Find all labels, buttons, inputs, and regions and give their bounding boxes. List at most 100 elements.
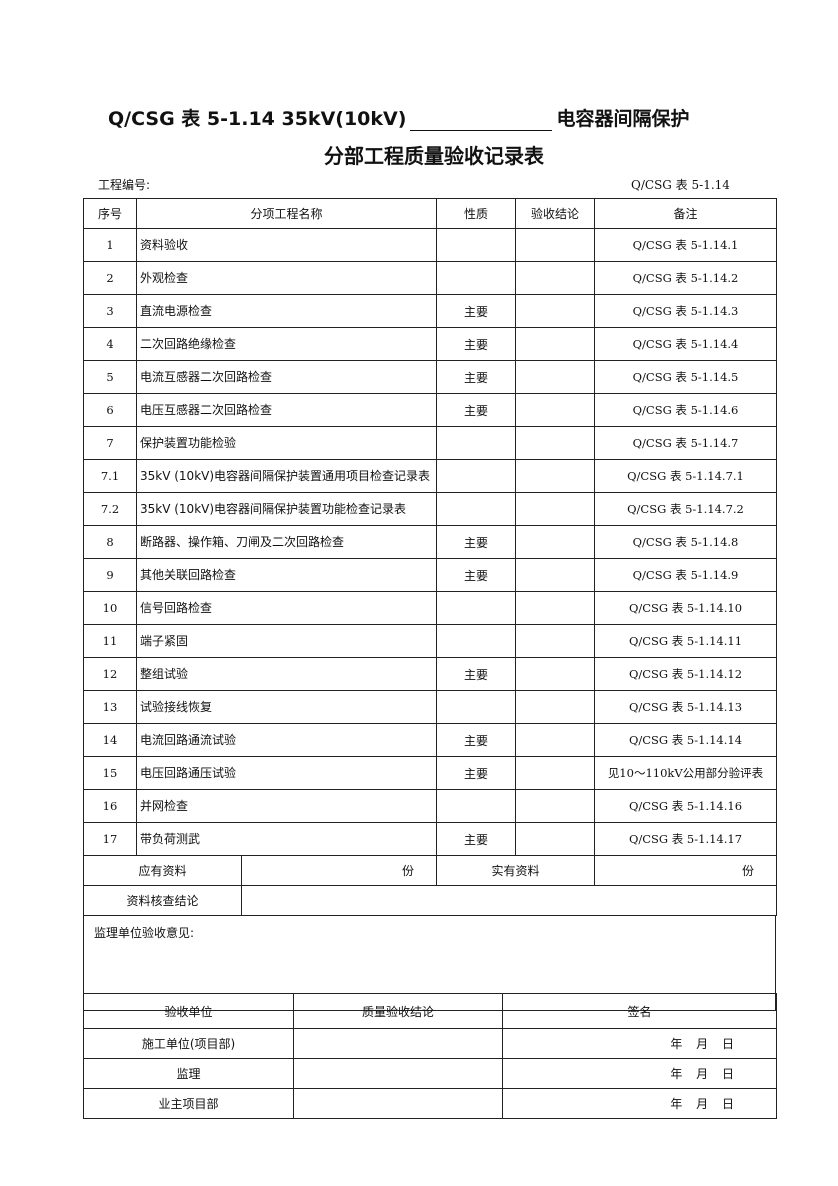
sign-date-field[interactable]: 年 月 日 [502, 1088, 777, 1119]
table-row: 10 信号回路检查 Q/CSG 表 5-1.14.10 [83, 591, 777, 625]
row-conclusion[interactable] [515, 690, 595, 724]
row-name: 35kV (10kV)电容器间隔保护装置通用项目检查记录表 [136, 459, 437, 493]
form-code: Q/CSG 表 5-1.14 [631, 178, 730, 192]
required-docs-label: 应有资料 [83, 855, 242, 886]
table-row: 2 外观检查 Q/CSG 表 5-1.14.2 [83, 261, 777, 295]
actual-unit: 份 [741, 864, 754, 878]
row-nature: 主要 [436, 525, 516, 559]
row-no: 7.2 [83, 492, 137, 526]
row-conclusion[interactable] [515, 756, 595, 790]
row-note: 见10～110kV公用部分验评表 [594, 756, 777, 790]
row-conclusion[interactable] [515, 492, 595, 526]
sign-unit: 监理 [83, 1058, 294, 1089]
row-note: Q/CSG 表 5-1.14.7 [594, 426, 777, 460]
row-conclusion[interactable] [515, 294, 595, 328]
row-conclusion[interactable] [515, 723, 595, 757]
table-row: 1 资料验收 Q/CSG 表 5-1.14.1 [83, 228, 777, 262]
sign-row: 业主项目部 年 月 日 [83, 1088, 777, 1119]
row-note: Q/CSG 表 5-1.14.9 [594, 558, 777, 592]
table-row: 9 其他关联回路检查 主要 Q/CSG 表 5-1.14.9 [83, 558, 777, 592]
table-row: 8 断路器、操作箱、刀闸及二次回路检查 主要 Q/CSG 表 5-1.14.8 [83, 525, 777, 559]
row-conclusion[interactable] [515, 327, 595, 361]
date-label: 年 月 日 [670, 1037, 734, 1051]
actual-docs-field[interactable]: 份 [594, 855, 777, 886]
project-no-label: 工程编号: [98, 178, 151, 192]
row-name: 直流电源检查 [136, 294, 437, 328]
row-nature: 主要 [436, 360, 516, 394]
row-conclusion[interactable] [515, 789, 595, 823]
required-docs-field[interactable]: 份 [241, 855, 437, 886]
items-table: 序号 分项工程名称 性质 验收结论 备注 1 资料验收 Q/CSG 表 5-1.… [83, 198, 777, 856]
row-no: 1 [83, 228, 137, 262]
sign-conclusion-field[interactable] [293, 1028, 503, 1059]
row-conclusion[interactable] [515, 558, 595, 592]
row-no: 16 [83, 789, 137, 823]
row-note: Q/CSG 表 5-1.14.7.1 [594, 459, 777, 493]
row-conclusion[interactable] [515, 261, 595, 295]
row-no: 5 [83, 360, 137, 394]
row-note: Q/CSG 表 5-1.14.16 [594, 789, 777, 823]
table-row: 3 直流电源检查 主要 Q/CSG 表 5-1.14.3 [83, 294, 777, 328]
row-conclusion[interactable] [515, 624, 595, 658]
row-conclusion[interactable] [515, 822, 595, 856]
row-name: 资料验收 [136, 228, 437, 262]
sign-date-field[interactable]: 年 月 日 [502, 1058, 777, 1089]
row-note: Q/CSG 表 5-1.14.10 [594, 591, 777, 625]
summary-table: 应有资料 份 实有资料 份 资料核查结论 [83, 855, 777, 916]
row-note: Q/CSG 表 5-1.14.2 [594, 261, 777, 295]
row-name: 带负荷测武 [136, 822, 437, 856]
row-conclusion[interactable] [515, 426, 595, 460]
title-line-1: Q/CSG 表 5-1.14 35kV(10kV) 电容器间隔保护 [108, 100, 689, 131]
supervision-opinion-label: 监理单位验收意见: [94, 926, 195, 940]
row-name: 端子紧固 [136, 624, 437, 658]
row-nature: 主要 [436, 822, 516, 856]
table-row: 12 整组试验 主要 Q/CSG 表 5-1.14.12 [83, 657, 777, 691]
sign-conclusion-field[interactable] [293, 1058, 503, 1089]
row-nature [436, 426, 516, 460]
header-note: 备注 [594, 198, 777, 229]
title-right: 电容器间隔保护 [556, 108, 690, 130]
row-no: 3 [83, 294, 137, 328]
row-conclusion[interactable] [515, 228, 595, 262]
row-name: 外观检查 [136, 261, 437, 295]
row-no: 6 [83, 393, 137, 427]
row-name: 二次回路绝缘检查 [136, 327, 437, 361]
row-no: 14 [83, 723, 137, 757]
sign-date-field[interactable]: 年 月 日 [502, 1028, 777, 1059]
row-nature [436, 228, 516, 262]
row-note: Q/CSG 表 5-1.14.6 [594, 393, 777, 427]
header-conclusion: 验收结论 [515, 198, 595, 229]
row-note: Q/CSG 表 5-1.14.1 [594, 228, 777, 262]
check-field[interactable] [241, 885, 777, 916]
sign-row: 施工单位(项目部) 年 月 日 [83, 1028, 777, 1059]
row-nature: 主要 [436, 756, 516, 790]
sign-header-unit: 验收单位 [83, 993, 294, 1029]
row-conclusion[interactable] [515, 360, 595, 394]
row-note: Q/CSG 表 5-1.14.5 [594, 360, 777, 394]
check-row: 资料核查结论 [83, 885, 777, 916]
row-conclusion[interactable] [515, 657, 595, 691]
table-row: 16 并网检查 Q/CSG 表 5-1.14.16 [83, 789, 777, 823]
table-row: 7.1 35kV (10kV)电容器间隔保护装置通用项目检查记录表 Q/CSG … [83, 459, 777, 493]
row-note: Q/CSG 表 5-1.14.12 [594, 657, 777, 691]
row-conclusion[interactable] [515, 393, 595, 427]
sign-header-row: 验收单位 质量验收结论 签名 [83, 993, 777, 1029]
row-conclusion[interactable] [515, 591, 595, 625]
row-conclusion[interactable] [515, 459, 595, 493]
row-no: 11 [83, 624, 137, 658]
row-name: 电流回路通流试验 [136, 723, 437, 757]
row-name: 信号回路检查 [136, 591, 437, 625]
sign-conclusion-field[interactable] [293, 1088, 503, 1119]
row-nature [436, 492, 516, 526]
header-name: 分项工程名称 [136, 198, 437, 229]
row-nature [436, 459, 516, 493]
row-conclusion[interactable] [515, 525, 595, 559]
page-title: 分部工程质量验收记录表 [324, 144, 544, 168]
row-name: 断路器、操作箱、刀闸及二次回路检查 [136, 525, 437, 559]
row-nature: 主要 [436, 558, 516, 592]
title-blank-field[interactable] [410, 100, 553, 131]
check-label: 资料核查结论 [83, 885, 242, 916]
actual-docs-label: 实有资料 [436, 855, 595, 886]
row-note: Q/CSG 表 5-1.14.8 [594, 525, 777, 559]
row-note: Q/CSG 表 5-1.14.4 [594, 327, 777, 361]
